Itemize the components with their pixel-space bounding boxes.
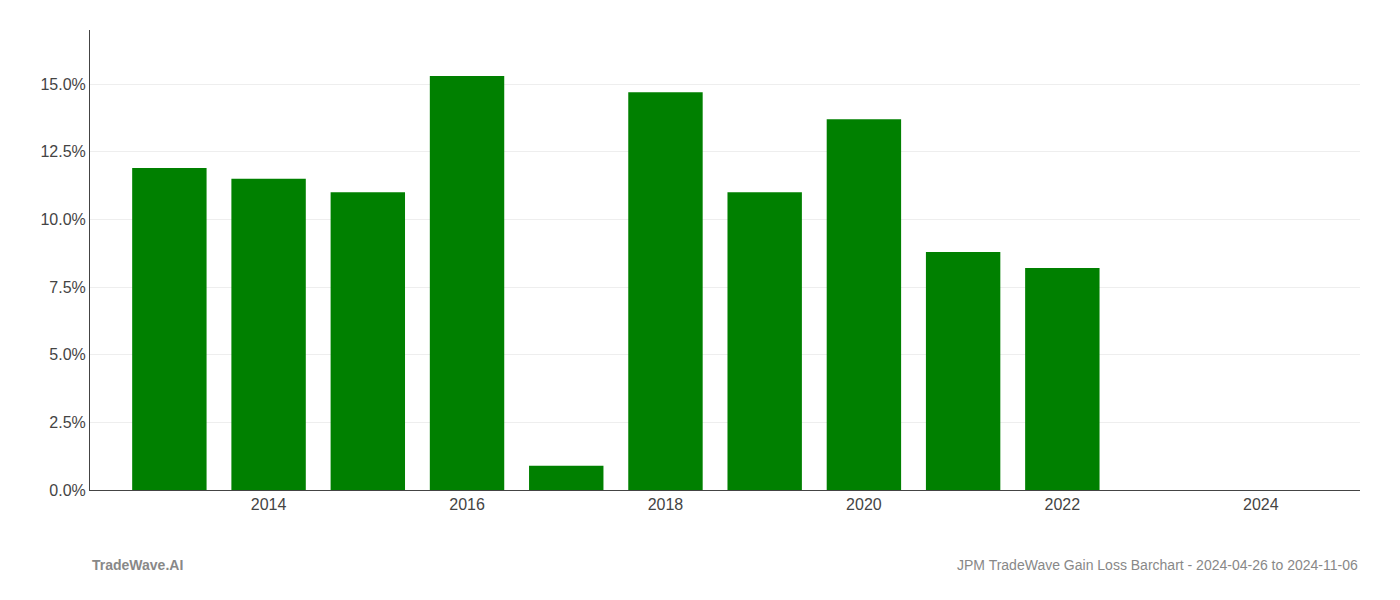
svg-text:JPM TradeWave Gain Loss Barcha: JPM TradeWave Gain Loss Barchart - 2024-… bbox=[957, 557, 1358, 573]
svg-text:2016: 2016 bbox=[449, 496, 485, 513]
svg-text:10.0%: 10.0% bbox=[40, 211, 85, 228]
svg-text:2024: 2024 bbox=[1243, 496, 1279, 513]
svg-text:2.5%: 2.5% bbox=[49, 414, 85, 431]
svg-text:2022: 2022 bbox=[1045, 496, 1081, 513]
svg-text:2018: 2018 bbox=[648, 496, 684, 513]
svg-text:5.0%: 5.0% bbox=[49, 346, 85, 363]
svg-text:TradeWave.AI: TradeWave.AI bbox=[92, 557, 183, 573]
svg-text:0.0%: 0.0% bbox=[49, 482, 85, 499]
svg-text:2014: 2014 bbox=[251, 496, 287, 513]
svg-text:12.5%: 12.5% bbox=[40, 143, 85, 160]
svg-text:15.0%: 15.0% bbox=[40, 76, 85, 93]
svg-text:2020: 2020 bbox=[846, 496, 882, 513]
svg-text:7.5%: 7.5% bbox=[49, 279, 85, 296]
